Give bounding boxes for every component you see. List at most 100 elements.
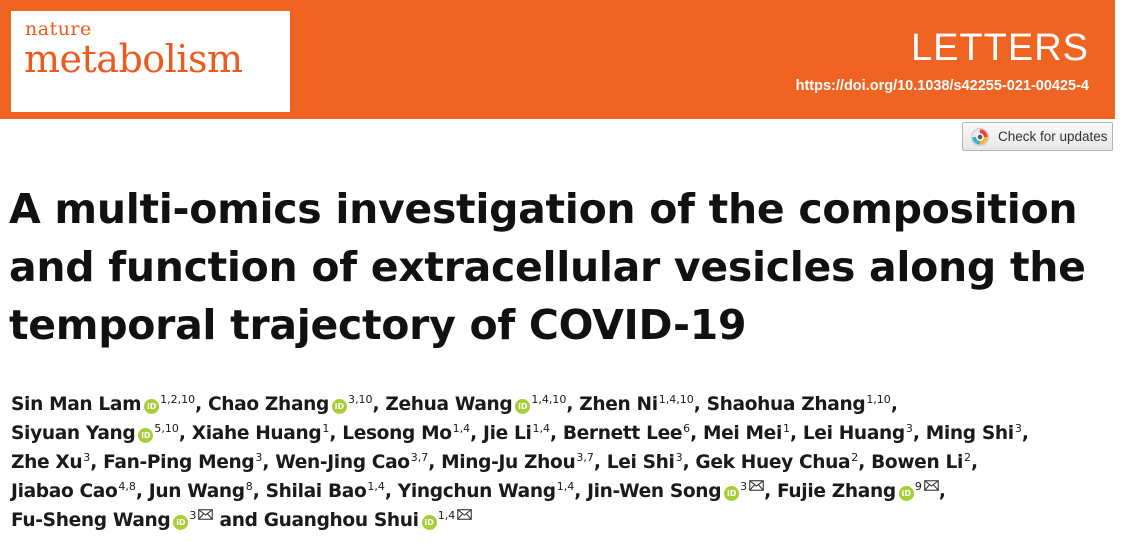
author-name[interactable]: Ming Shi <box>925 423 1014 444</box>
author-name[interactable]: Zehua Wang <box>385 394 513 415</box>
author-name[interactable]: Sin Man Lam <box>11 394 142 415</box>
orcid-icon[interactable]: iD <box>173 515 189 530</box>
author-name[interactable]: Shaohua Zhang <box>706 394 866 415</box>
author-name[interactable]: Fujie Zhang <box>777 481 896 502</box>
doi-link[interactable]: https://doi.org/10.1038/s42255-021-00425… <box>795 78 1089 94</box>
affiliation-superscript[interactable]: 3 <box>255 451 263 464</box>
affiliation-superscript[interactable]: 3 <box>740 480 748 493</box>
orcid-icon[interactable]: iD <box>332 399 347 414</box>
author-separator: , <box>938 481 946 502</box>
author-separator: , <box>566 394 580 415</box>
orcid-icon[interactable]: iD <box>421 515 437 530</box>
author: Jin-Wen Song iD3 <box>587 480 764 502</box>
author-name[interactable]: Lei Huang <box>802 423 905 444</box>
author-separator: , <box>262 452 276 473</box>
affiliation-superscript[interactable]: 8 <box>245 480 253 493</box>
crossmark-icon <box>971 127 989 146</box>
orcid-icon[interactable]: iD <box>724 486 740 501</box>
affiliation-superscript[interactable]: 6 <box>683 422 691 435</box>
check-for-updates-button[interactable]: Check for updates <box>962 122 1113 151</box>
author-line: Zhe Xu3, Fan-Ping Meng3, Wen-Jing Cao3,7… <box>11 448 1116 477</box>
affiliation-superscript[interactable]: 3 <box>189 509 197 522</box>
affiliation-superscript[interactable]: 1,2,10 <box>160 393 196 406</box>
author-separator: , <box>1021 423 1029 444</box>
author-name[interactable]: Xiahe Huang <box>191 423 322 444</box>
author: Zhen Ni1,4,10 <box>579 394 694 415</box>
article-type-label: LETTERS <box>910 27 1089 69</box>
author-name[interactable]: Lesong Mo <box>342 423 452 444</box>
affiliation-superscript[interactable]: 1,4 <box>367 480 385 493</box>
email-icon[interactable] <box>457 509 473 520</box>
author-separator: , <box>178 423 192 444</box>
orcid-icon[interactable]: iD <box>515 399 531 414</box>
affiliation-superscript[interactable]: 1 <box>782 422 790 435</box>
affiliation-superscript[interactable]: 9 <box>914 480 922 493</box>
author: Chao Zhang iD3,10 <box>208 394 373 415</box>
affiliation-superscript[interactable]: 1,4,10 <box>658 393 694 406</box>
author-name[interactable]: Jie Li <box>483 423 532 444</box>
author-name[interactable]: Jiabao Cao <box>11 481 118 502</box>
author-separator: , <box>912 423 926 444</box>
email-icon[interactable] <box>198 509 214 520</box>
author-name[interactable]: Mei Mei <box>702 423 782 444</box>
author-name[interactable]: Yingchun Wang <box>397 481 556 502</box>
affiliation-superscript[interactable]: 4,8 <box>118 480 136 493</box>
affiliation-superscript[interactable]: 2 <box>851 451 859 464</box>
author-name[interactable]: Bowen Li <box>871 452 963 473</box>
author-line: Fu-Sheng Wang iD3 and Guanghou Shui iD1,4 <box>11 506 1116 535</box>
affiliation-superscript[interactable]: 1,4 <box>452 422 471 435</box>
affiliation-superscript[interactable]: 3 <box>905 422 913 435</box>
email-icon[interactable] <box>924 480 939 491</box>
orcid-icon[interactable]: iD <box>144 399 160 414</box>
affiliation-superscript[interactable]: 1,4 <box>532 422 551 435</box>
affiliation-superscript[interactable]: 1,4 <box>556 480 575 493</box>
affiliation-superscript[interactable]: 1 <box>322 422 330 435</box>
author: Fu-Sheng Wang iD3 <box>11 509 214 531</box>
author-name[interactable]: Ming-Ju Zhou <box>441 452 576 473</box>
author-separator: , <box>682 452 696 473</box>
author: Yingchun Wang1,4 <box>398 481 574 502</box>
author-separator: , <box>764 481 777 502</box>
author-name[interactable]: Jun Wang <box>148 481 245 502</box>
affiliation-superscript[interactable]: 3,10 <box>348 393 373 406</box>
author: Jie Li1,4 <box>483 423 550 444</box>
journal-banner: nature metabolism LETTERS https://doi.or… <box>0 0 1115 119</box>
author-name[interactable]: Fu-Sheng Wang <box>11 510 171 531</box>
affiliation-superscript[interactable]: 1,4,10 <box>531 393 567 406</box>
author: Shaohua Zhang1,10 <box>707 394 891 415</box>
affiliation-superscript[interactable]: 3,7 <box>576 451 594 464</box>
author-name[interactable]: Wen-Jing Cao <box>275 452 410 473</box>
author-name[interactable]: Chao Zhang <box>208 394 329 415</box>
author-separator: , <box>428 452 442 473</box>
author: Shilai Bao1,4 <box>266 481 385 502</box>
author-name[interactable]: Lei Shi <box>606 452 675 473</box>
author-separator: , <box>693 394 707 415</box>
author: Jun Wang8 <box>149 481 253 502</box>
orcid-icon[interactable]: iD <box>898 486 914 501</box>
author-name[interactable]: Bernett Lee <box>562 423 683 444</box>
affiliation-superscript[interactable]: 1,10 <box>866 393 891 406</box>
author-name[interactable]: Jin-Wen Song <box>587 481 722 502</box>
affiliation-superscript[interactable]: 3 <box>1014 422 1022 435</box>
affiliation-superscript[interactable]: 3 <box>675 451 683 464</box>
author-separator: , <box>890 394 898 415</box>
author-name[interactable]: Zhen Ni <box>579 394 658 415</box>
author-name[interactable]: Gek Huey Chua <box>695 452 851 473</box>
author-name[interactable]: Siyuan Yang <box>11 423 136 444</box>
affiliation-superscript[interactable]: 3 <box>83 451 91 464</box>
affiliation-superscript[interactable]: 5,10 <box>154 422 179 435</box>
affiliation-superscript[interactable]: 1,4 <box>437 509 456 522</box>
author-name[interactable]: Guanghou Shui <box>263 510 419 531</box>
author-name[interactable]: Fan-Ping Meng <box>103 452 255 473</box>
journal-logo[interactable] <box>11 11 290 112</box>
author-separator: , <box>858 452 872 473</box>
orcid-icon[interactable]: iD <box>138 428 154 443</box>
author-separator: , <box>574 481 588 502</box>
affiliation-superscript[interactable]: 2 <box>963 451 971 464</box>
author-name[interactable]: Zhe Xu <box>11 452 83 473</box>
author-name[interactable]: Shilai Bao <box>265 481 367 502</box>
affiliation-superscript[interactable]: 3,7 <box>410 451 429 464</box>
author-line: Jiabao Cao4,8, Jun Wang8, Shilai Bao1,4,… <box>11 477 1116 506</box>
email-icon[interactable] <box>749 480 764 491</box>
author-list: Sin Man Lam iD1,2,10, Chao Zhang iD3,10, Z… <box>11 390 1116 535</box>
